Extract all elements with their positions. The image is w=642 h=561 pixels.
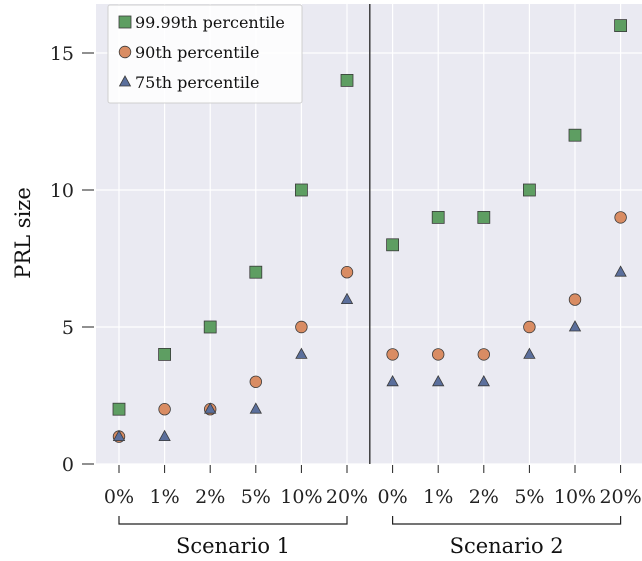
marker-triangle	[112, 429, 126, 442]
marker-circle	[614, 211, 627, 224]
marker-square	[249, 265, 263, 279]
legend-label: 99.99th percentile	[135, 13, 285, 32]
marker-circle	[158, 403, 171, 416]
legend-marker	[118, 45, 132, 59]
marker-circle	[386, 348, 399, 361]
legend-marker	[118, 75, 132, 87]
marker-square	[340, 74, 354, 87]
x-tick-label: 10%	[280, 486, 322, 508]
marker-square	[386, 238, 400, 252]
x-tick-label: 20%	[599, 486, 641, 508]
legend-label: 75th percentile	[135, 73, 259, 92]
marker-triangle	[477, 374, 490, 387]
marker-square	[614, 19, 627, 33]
marker-triangle	[295, 347, 308, 359]
scenario-bracket	[118, 516, 348, 525]
scenario-label: Scenario 2	[450, 534, 564, 558]
y-tick-label: 5	[62, 317, 74, 339]
marker-triangle	[158, 429, 171, 442]
marker-triangle	[204, 402, 217, 414]
marker-square	[203, 320, 217, 334]
x-tick-label: 0%	[104, 486, 134, 508]
marker-circle	[295, 320, 308, 334]
marker-square	[112, 402, 126, 416]
marker-circle	[432, 348, 445, 361]
marker-square	[294, 183, 308, 197]
marker-square	[568, 128, 582, 142]
x-tick-label: 2%	[469, 486, 499, 508]
marker-square	[431, 210, 445, 224]
marker-triangle	[340, 292, 354, 305]
y-axis-label: PRL size	[11, 187, 35, 279]
marker-triangle	[614, 265, 627, 277]
legend-marker	[118, 15, 132, 29]
x-tick-label: 5%	[514, 486, 544, 508]
marker-triangle	[386, 374, 399, 387]
marker-triangle	[523, 347, 536, 359]
x-tick-label: 10%	[554, 486, 596, 508]
y-tick-label: 15	[50, 43, 74, 65]
marker-circle	[568, 293, 582, 306]
marker-square	[523, 183, 536, 197]
x-tick-label: 5%	[241, 486, 271, 508]
scenario-brackets: Scenario 1 Scenario 2	[118, 516, 622, 558]
y-tick-label: 0	[62, 454, 74, 476]
x-tick-label: 20%	[326, 486, 368, 508]
scenario-label: Scenario 1	[176, 534, 290, 558]
x-tick-label: 1%	[150, 486, 180, 508]
marker-triangle	[432, 374, 445, 387]
y-tick-labels: 0 5 10 15	[50, 43, 94, 476]
x-tick-label: 1%	[423, 486, 453, 508]
marker-circle	[523, 320, 536, 334]
marker-circle	[249, 375, 263, 389]
x-tick-labels: 0% 1% 2% 5% 10% 20% 0% 1% 2% 5% 10% 20%	[104, 465, 642, 508]
legend-label: 90th percentile	[135, 43, 259, 62]
data-markers	[112, 19, 627, 443]
legend: 99.99th percentile 90th percentile 75th pe…	[107, 4, 303, 104]
marker-square	[477, 210, 491, 224]
marker-triangle	[568, 320, 582, 332]
marker-square	[158, 347, 172, 361]
legend-box	[107, 4, 303, 104]
marker-triangle	[249, 402, 262, 414]
scenario-bracket	[392, 516, 622, 525]
y-tick-label: 10	[50, 180, 74, 202]
marker-circle	[340, 266, 354, 279]
marker-circle	[477, 348, 491, 361]
x-tick-label: 2%	[195, 486, 225, 508]
x-tick-label: 0%	[378, 486, 408, 508]
